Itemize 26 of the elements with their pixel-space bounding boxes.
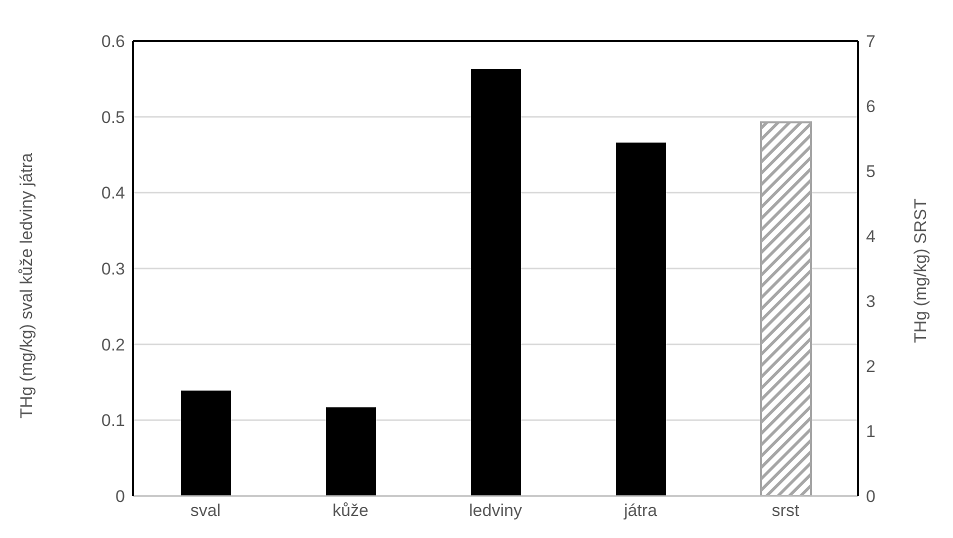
- y2-tick-label: 6: [866, 97, 876, 116]
- y2-tick-label: 3: [866, 292, 876, 312]
- y-tick-label: 0.5: [101, 108, 125, 127]
- y-tick-label: 0.1: [101, 411, 125, 430]
- y-tick-label: 0.2: [101, 335, 125, 354]
- bar: [471, 69, 521, 496]
- y-tick-label: 0.4: [101, 184, 125, 203]
- y2-tick-label: 4: [866, 227, 876, 246]
- y2-tick-label: 2: [866, 357, 876, 376]
- x-tick-label: sval: [190, 501, 221, 520]
- y-tick-label: 0.6: [101, 32, 125, 52]
- y2-tick-label: 5: [866, 162, 876, 182]
- x-tick-label: srst: [772, 501, 800, 520]
- bar: [326, 407, 376, 496]
- y-tick-label: 0.3: [101, 260, 125, 279]
- y2-tick-label: 7: [866, 32, 876, 52]
- y2-tick-label: 1: [866, 422, 876, 442]
- x-tick-label: kůže: [332, 501, 368, 520]
- y2-axis-title: THg (mg/kg) SRST: [911, 198, 930, 344]
- y-axis-title: THg (mg/kg) sval kůže ledviny játra: [17, 152, 36, 418]
- y2-tick-label: 0: [866, 487, 876, 506]
- x-tick-label: játra: [622, 501, 658, 520]
- bar: [616, 142, 666, 496]
- x-tick-label: ledviny: [469, 501, 522, 520]
- bar: [181, 390, 231, 496]
- y-tick-label: 0: [116, 487, 125, 506]
